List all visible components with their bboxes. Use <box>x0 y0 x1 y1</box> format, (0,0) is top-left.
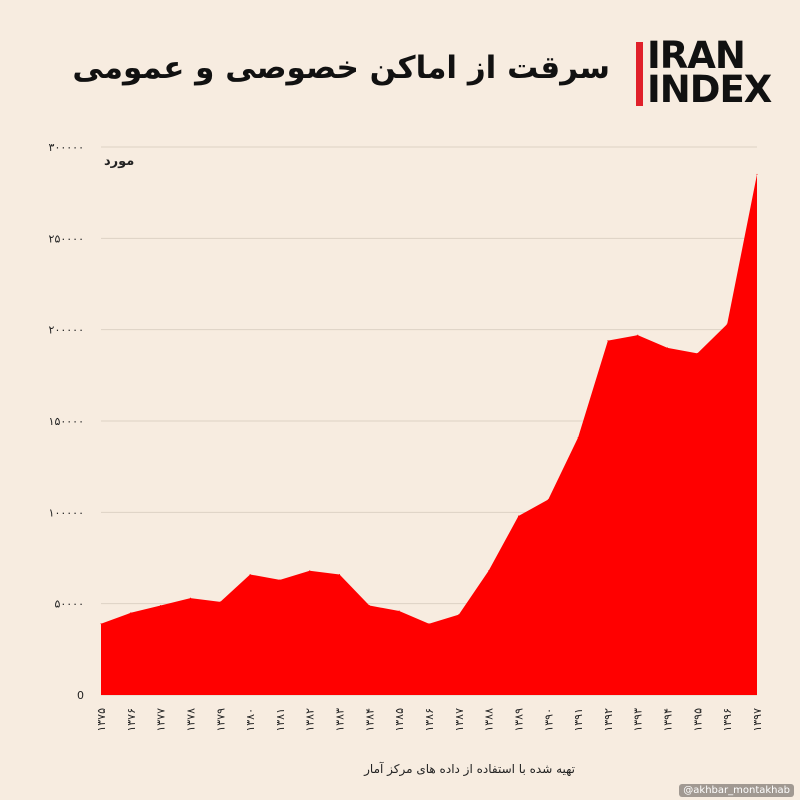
logo-line-1: IRAN <box>647 34 746 77</box>
data-point <box>309 570 311 572</box>
data-point <box>517 515 519 517</box>
data-point <box>130 612 132 614</box>
data-point <box>160 604 162 606</box>
x-tick-label: ۱۳۹۳ <box>632 708 645 732</box>
x-tick-label: ۱۳۸۸ <box>483 708 496 732</box>
x-axis-ticks: ۱۳۷۵ ۱۳۷۶ ۱۳۷۷ ۱۳۷۸ ۱۳۷۹ ۱۳۸۰ ۱۳۸۱ ۱۳۸۲ ۱۳۸۳ ۱۳۸۴… <box>95 708 764 732</box>
x-tick-label: ۱۳۹۷ <box>751 708 764 732</box>
data-point <box>488 570 490 572</box>
data-point <box>339 573 341 575</box>
y-tick-label: ۵۰۰۰۰ <box>54 598 84 611</box>
chart-title: سرقت از اماکن خصوصی و عمومی <box>72 50 610 86</box>
logo-line-2: INDEX <box>647 68 772 111</box>
logo-accent-bar <box>636 42 643 106</box>
x-tick-label: ۱۳۸۳ <box>334 708 347 732</box>
data-point <box>547 499 549 501</box>
data-point <box>607 340 609 342</box>
y-axis-ticks: 0 ۵۰۰۰۰ ۱۰۰۰۰۰ ۱۵۰۰۰۰ ۲۰۰۰۰۰ ۲۵۰۰۰۰ ۳۰۰۰۰۰ <box>49 141 84 702</box>
y-tick-label: ۲۵۰۰۰۰ <box>49 232 84 245</box>
x-tick-label: ۱۳۷۹ <box>214 708 227 732</box>
data-point <box>726 323 728 325</box>
data-point <box>756 173 758 175</box>
x-tick-label: ۱۳۹۰ <box>542 708 555 732</box>
y-tick-label: ۳۰۰۰۰۰ <box>49 141 84 154</box>
data-point <box>696 352 698 354</box>
area-fill <box>101 174 757 695</box>
data-point <box>189 597 191 599</box>
x-tick-label: ۱۳۷۸ <box>184 708 197 732</box>
x-tick-label: ۱۳۹۱ <box>572 708 585 732</box>
data-point <box>368 604 370 606</box>
data-point <box>577 436 579 438</box>
y-tick-label: ۱۰۰۰۰۰ <box>49 506 84 519</box>
source-note: تهیه شده با استفاده از داده های مرکز آما… <box>364 762 575 776</box>
x-tick-label: ۱۳۸۱ <box>274 708 287 732</box>
y-axis-label: مورد <box>104 154 134 169</box>
data-point <box>219 601 221 603</box>
x-tick-label: ۱۳۹۶ <box>721 708 734 732</box>
x-tick-label: ۱۳۸۷ <box>453 708 466 732</box>
x-tick-label: ۱۳۸۴ <box>363 708 376 732</box>
data-point <box>249 573 251 575</box>
data-point <box>279 579 281 581</box>
x-tick-label: ۱۳۷۷ <box>155 708 168 732</box>
data-point <box>100 623 102 625</box>
x-tick-label: ۱۳۹۴ <box>662 708 675 732</box>
data-point <box>637 334 639 336</box>
y-tick-label: ۲۰۰۰۰۰ <box>49 324 84 337</box>
data-point <box>428 623 430 625</box>
x-tick-label: ۱۳۷۵ <box>95 708 108 732</box>
x-tick-label: ۱۳۸۰ <box>244 708 257 732</box>
data-point <box>458 614 460 616</box>
area-series <box>100 173 758 695</box>
data-point <box>398 610 400 612</box>
x-tick-label: ۱۳۸۶ <box>423 708 436 732</box>
x-tick-label: ۱۳۹۵ <box>691 708 704 732</box>
iran-index-logo: IRAN INDEX <box>636 34 772 111</box>
x-tick-label: ۱۳۸۵ <box>393 708 406 732</box>
x-tick-label: ۱۳۷۶ <box>125 708 138 732</box>
x-tick-label: ۱۳۸۹ <box>512 708 525 732</box>
x-tick-label: ۱۳۹۲ <box>602 708 615 732</box>
y-tick-label: 0 <box>77 689 84 702</box>
channel-handle: @akhbar_montakhab <box>679 784 794 797</box>
data-point <box>667 347 669 349</box>
x-tick-label: ۱۳۸۲ <box>304 708 317 732</box>
y-tick-label: ۱۵۰۰۰۰ <box>49 415 84 428</box>
